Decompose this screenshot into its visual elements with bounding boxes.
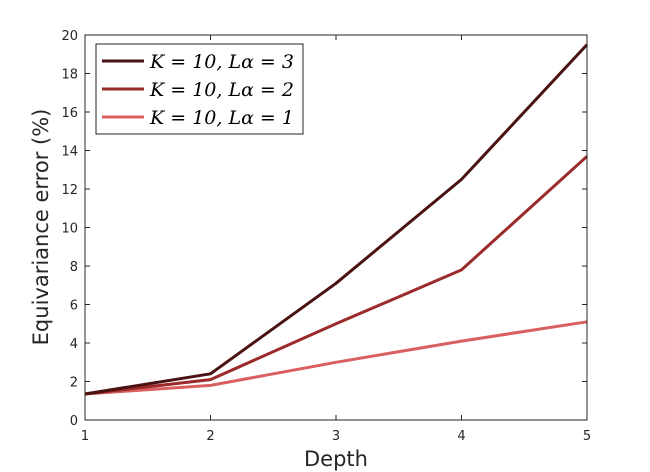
series-line-1	[84, 43, 589, 396]
x-tick-label: 3	[332, 429, 340, 444]
legend-label-2: K = 10, Lα = 2	[149, 79, 294, 101]
y-tick-label: 4	[70, 337, 78, 352]
legend: K = 10, Lα = 3 K = 10, Lα = 2 K = 10, Lα =…	[95, 43, 304, 135]
y-tick-label: 16	[61, 106, 78, 121]
x-axis-label: Depth	[304, 447, 368, 471]
y-tick-label: 20	[61, 29, 78, 44]
y-tick-label: 2	[70, 376, 78, 391]
series-line-3	[84, 320, 588, 396]
x-tick-label: 1	[81, 429, 89, 444]
y-axis-label: Equivariance error (%)	[29, 109, 53, 346]
y-tick-label: 6	[70, 299, 78, 314]
series-layer	[84, 43, 589, 396]
y-tick-label: 10	[61, 222, 78, 237]
x-tick-label: 2	[206, 429, 214, 444]
y-tick-label: 14	[61, 145, 78, 160]
legend-label-3: K = 10, Lα = 1	[149, 107, 294, 129]
x-tick-label: 4	[457, 429, 465, 444]
legend-label-1: K = 10, Lα = 3	[149, 51, 294, 73]
series-line-2	[84, 155, 589, 396]
y-tick-label: 12	[61, 183, 78, 198]
y-tick-label: 18	[61, 68, 78, 83]
y-tick-label: 8	[70, 260, 78, 275]
x-tick-label: 5	[583, 429, 591, 444]
y-tick-label: 0	[70, 414, 78, 429]
